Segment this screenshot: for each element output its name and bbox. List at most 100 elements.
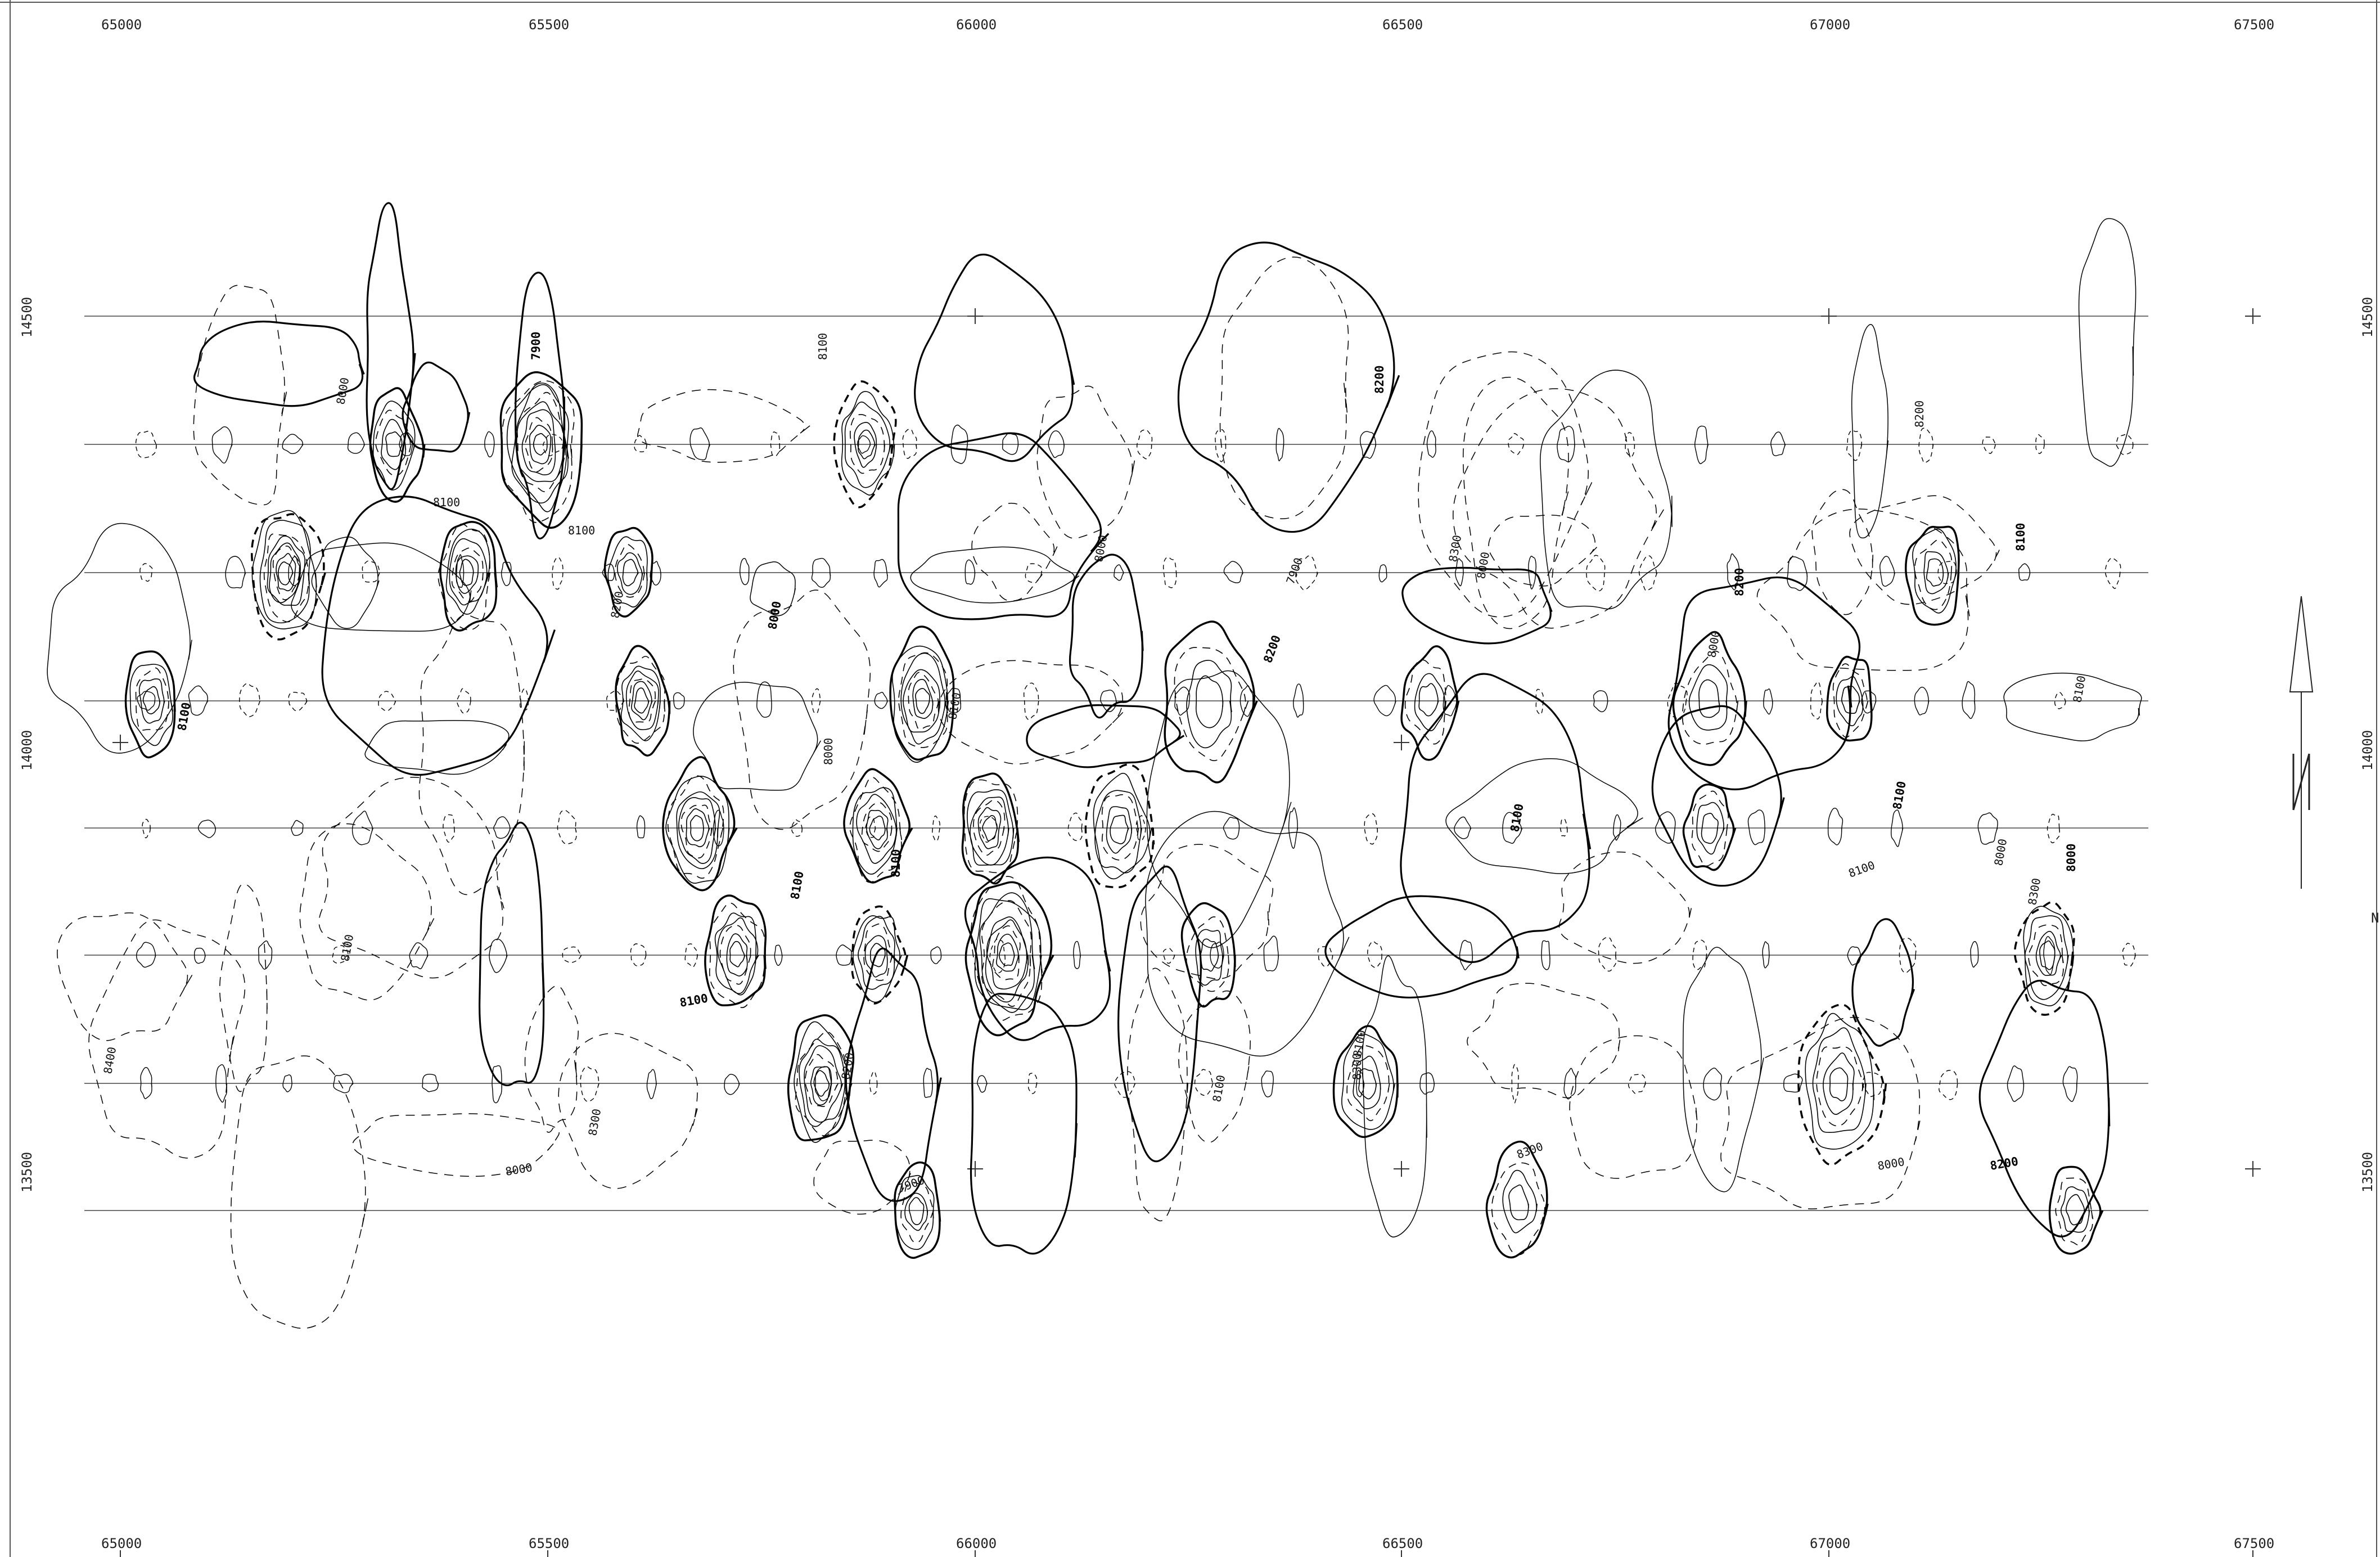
contour-bead — [1939, 1070, 1958, 1100]
contour-ring — [1829, 1067, 1849, 1101]
contour-ring — [1508, 1184, 1529, 1221]
contour-line — [964, 856, 1111, 1041]
contour-ring — [852, 787, 898, 875]
contour-line — [1362, 955, 1427, 1238]
contour-ring — [689, 814, 704, 842]
contour-bead — [1846, 429, 1863, 461]
contour-ring — [1332, 1025, 1399, 1138]
contour-bead — [1426, 430, 1436, 458]
contour-ring — [999, 942, 1015, 966]
contour-ring — [439, 520, 498, 632]
contour-line — [1463, 376, 1569, 629]
contour-bead — [1261, 1070, 1274, 1097]
contour-line — [1324, 895, 1520, 998]
contour-bead — [543, 434, 564, 456]
contour-line — [2003, 672, 2142, 741]
contour-bead — [713, 809, 724, 847]
contour-bead — [1586, 555, 1606, 592]
contour-line — [937, 660, 1124, 764]
contour-value-label: 8000 — [2065, 843, 2078, 872]
contour-ring — [1346, 1045, 1390, 1121]
contour-bead — [964, 559, 976, 585]
contour-line — [1720, 1016, 1921, 1209]
grid-cross — [2245, 308, 2261, 324]
contour-ring — [1094, 790, 1143, 874]
contour-ring — [904, 1192, 928, 1231]
contour-bead — [1162, 556, 1177, 588]
contour-bead — [1215, 429, 1227, 462]
contour-bead — [2035, 434, 2045, 454]
contour-bead — [1223, 561, 1243, 583]
contour-bead — [288, 556, 301, 586]
contour-ring — [898, 652, 948, 748]
contour-ring — [138, 678, 165, 724]
contour-value-label: 8200 — [1733, 568, 1746, 596]
contour-line — [693, 682, 822, 791]
contour-bead — [1002, 433, 1019, 455]
contour-line — [1178, 990, 1251, 1143]
contour-bead — [2104, 557, 2121, 589]
contour-ring — [372, 400, 416, 490]
contour-line — [1127, 968, 1189, 1222]
contour-lines — [47, 202, 2142, 1329]
contour-bead — [135, 430, 157, 458]
contour-ring — [678, 797, 716, 864]
contour-line — [311, 536, 380, 629]
contour-bead — [650, 561, 661, 586]
contour-line — [318, 777, 504, 979]
contour-ring — [717, 917, 759, 994]
contour-bead — [1239, 685, 1254, 717]
contour-bead — [1419, 1072, 1435, 1095]
contour-line — [1849, 495, 2000, 605]
contour-bead — [1563, 1068, 1576, 1100]
contour-line — [1401, 566, 1553, 645]
contour-ring — [863, 923, 894, 981]
contour-bead — [646, 1069, 657, 1100]
contour-ring — [662, 756, 738, 892]
contour-bead — [580, 1066, 599, 1102]
contour-ring — [135, 667, 170, 731]
contour-value-label: 8000 — [822, 738, 835, 765]
easting-label: 66500 — [1382, 1536, 1423, 1551]
contour-ring — [385, 431, 403, 457]
contour-bead — [602, 564, 615, 581]
contour-bead — [2116, 434, 2134, 455]
contour-line — [321, 496, 556, 776]
contour-ring — [369, 387, 426, 503]
contour-ring — [799, 1038, 846, 1127]
contour-bead — [1535, 688, 1544, 716]
contour-ring — [529, 425, 552, 465]
contour-ring — [614, 544, 645, 598]
contour-ring — [849, 777, 903, 883]
contour-bead — [1295, 555, 1318, 591]
contour-ring — [1400, 645, 1460, 761]
contour-ring — [961, 772, 1020, 885]
contour-line — [1651, 705, 1785, 887]
contour-value-label: 8100 — [2014, 523, 2027, 551]
contour-bead — [282, 1074, 292, 1092]
contour-ring — [1826, 655, 1873, 742]
northing-label: 14000 — [19, 730, 35, 771]
contour-bead — [2047, 813, 2061, 844]
contour-bead — [989, 939, 1006, 974]
contour-bead — [332, 945, 349, 964]
easting-ticks-bottom — [120, 1550, 2253, 1557]
contour-line — [1445, 758, 1643, 874]
contour-ring — [1905, 525, 1960, 626]
contour-ring — [967, 789, 1015, 866]
contour-ring — [269, 542, 301, 604]
easting-label: 65500 — [529, 1536, 569, 1551]
contour-ring — [276, 553, 296, 592]
contour-ring — [438, 523, 491, 631]
contour-line — [910, 546, 1080, 604]
contour-bead — [1455, 558, 1464, 587]
contour-bead — [606, 690, 625, 711]
contour-ring — [2035, 930, 2062, 976]
contour-bead — [869, 1070, 878, 1095]
contour-ring — [1186, 660, 1232, 749]
contour-ring — [615, 645, 671, 757]
contour-bead — [291, 820, 304, 836]
contour-line — [1851, 918, 1915, 1047]
contour-line — [364, 720, 510, 775]
contour-bead — [378, 691, 396, 712]
